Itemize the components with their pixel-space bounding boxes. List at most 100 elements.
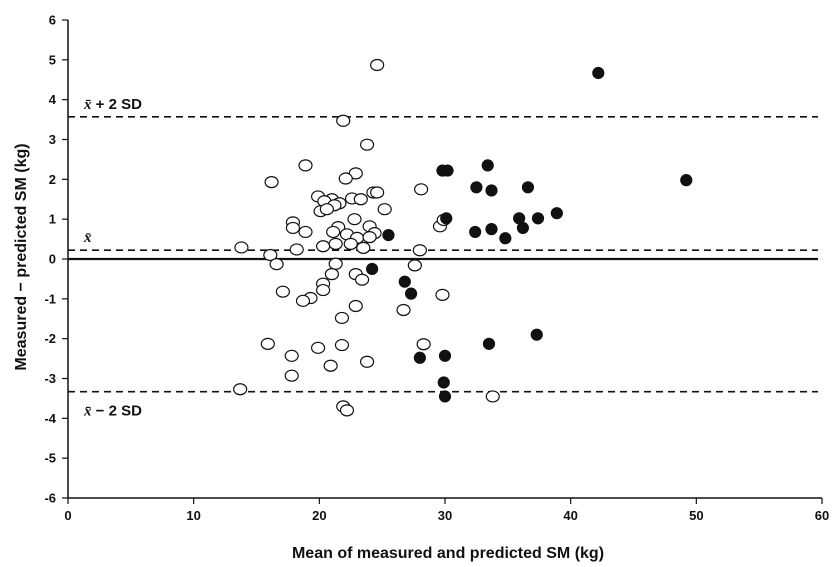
open-data-point — [284, 369, 299, 382]
filled-data-point — [437, 376, 450, 389]
open-data-point — [334, 338, 350, 352]
y-tick-label: -4 — [44, 411, 56, 426]
x-tick-label: 60 — [815, 508, 829, 523]
open-data-point — [326, 225, 341, 239]
filled-data-point — [366, 262, 379, 276]
reference-label-lower: x̄ − 2 SD — [83, 403, 142, 420]
open-data-point — [328, 257, 343, 270]
open-data-point — [233, 383, 248, 396]
open-data-point — [377, 203, 392, 216]
open-data-point — [334, 311, 350, 325]
filled-data-point — [680, 174, 693, 187]
open-data-point — [396, 303, 411, 317]
filled-data-point — [485, 223, 498, 236]
open-data-point — [319, 203, 334, 216]
y-tick-label: -3 — [44, 371, 56, 386]
open-data-point — [316, 240, 331, 253]
open-data-point — [310, 341, 326, 354]
filled-data-point — [530, 328, 543, 341]
x-tick-label: 10 — [186, 508, 200, 523]
x-tick-label: 40 — [563, 508, 577, 523]
open-data-point — [289, 243, 304, 256]
open-data-point — [416, 338, 431, 351]
open-data-point — [347, 213, 362, 226]
open-data-point — [295, 294, 311, 307]
filled-data-point — [481, 159, 494, 172]
x-axis-title: Mean of measured and predicted SM (kg) — [292, 545, 604, 562]
open-data-point — [359, 138, 375, 151]
filled-data-point — [516, 221, 530, 235]
open-data-point — [407, 259, 422, 272]
open-data-point — [485, 390, 500, 403]
reference-label-upper: x̄ + 2 SD — [83, 96, 142, 113]
filled-data-point — [531, 212, 545, 225]
filled-data-point — [438, 349, 452, 362]
open-data-point — [263, 248, 278, 262]
open-data-point — [336, 114, 351, 127]
open-data-point — [412, 244, 427, 257]
filled-data-point — [382, 229, 395, 242]
filled-data-point — [482, 337, 496, 350]
open-data-point — [353, 193, 368, 206]
y-axis-title: Measured − predicted SM (kg) — [13, 143, 30, 370]
open-data-point — [348, 299, 363, 313]
x-tick-label: 50 — [689, 508, 703, 523]
data-points — [233, 58, 693, 417]
y-tick-label: 0 — [49, 252, 56, 267]
y-tick-label: -1 — [44, 291, 56, 306]
y-tick-label: 3 — [49, 132, 56, 147]
open-data-point — [285, 221, 301, 235]
filled-data-point — [404, 287, 418, 300]
open-data-point — [435, 288, 450, 301]
open-data-point — [298, 159, 313, 172]
open-data-point — [324, 268, 339, 281]
open-data-point — [264, 176, 279, 189]
filled-data-point — [470, 181, 483, 194]
y-tick-label: 4 — [49, 92, 57, 107]
filled-data-point — [469, 225, 482, 239]
y-tick-label: -6 — [44, 491, 56, 506]
filled-data-point — [398, 275, 411, 288]
filled-data-point — [550, 207, 563, 220]
open-data-point — [370, 186, 385, 199]
open-data-point — [356, 241, 371, 254]
open-data-point — [359, 355, 375, 368]
open-data-point — [339, 404, 355, 417]
open-data-point — [328, 237, 343, 250]
y-tick-label: 2 — [49, 172, 56, 187]
open-data-point — [298, 225, 313, 239]
open-data-point — [414, 183, 429, 196]
open-data-point — [362, 230, 377, 244]
y-tick-label: 6 — [49, 13, 56, 28]
filled-data-point — [438, 390, 452, 403]
y-tick-label: 1 — [49, 212, 56, 227]
open-data-point — [284, 349, 299, 362]
y-tick-label: -5 — [44, 451, 56, 466]
filled-data-point — [485, 184, 498, 197]
open-data-point — [234, 241, 249, 254]
open-data-point — [275, 285, 290, 298]
reference-label-mean: x̄ — [83, 230, 92, 246]
filled-data-point — [499, 232, 512, 245]
open-data-point — [354, 273, 370, 286]
x-tick-label: 30 — [438, 508, 452, 523]
open-data-point — [370, 58, 385, 72]
filled-data-point — [592, 66, 605, 80]
x-tick-label: 0 — [64, 508, 71, 523]
open-data-point — [269, 258, 284, 271]
filled-data-point — [440, 212, 453, 225]
y-tick-label: -2 — [44, 331, 56, 346]
open-data-point — [323, 359, 338, 372]
x-tick-label: 20 — [312, 508, 326, 523]
filled-data-point — [441, 164, 454, 177]
open-data-point — [343, 237, 358, 250]
filled-data-point — [521, 181, 535, 194]
filled-data-point — [413, 351, 426, 364]
open-data-point — [316, 283, 331, 297]
reference-line-labels: x̄ + 2 SD x̄ x̄ − 2 SD — [83, 96, 142, 420]
open-data-point — [260, 337, 275, 350]
y-tick-label: 5 — [49, 52, 56, 67]
open-data-point — [338, 172, 353, 185]
